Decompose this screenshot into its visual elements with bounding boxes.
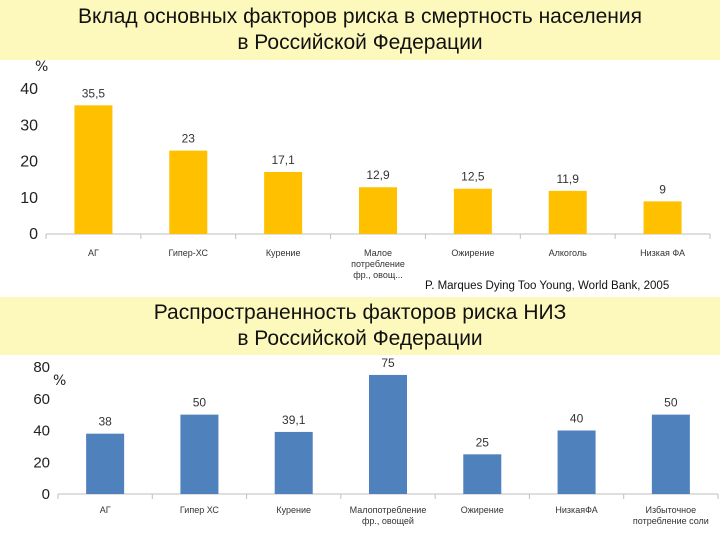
chart-mortality-risk-factors: 0 10 20 30 40 35,5 АГ 23 Гипер-ХС 17,1 Курение 12,9… [20, 81, 711, 280]
chart-1-data-label: 35,5 [82, 86, 106, 100]
chart-1-data-label: 17,1 [271, 153, 295, 167]
chart-1-title-line-2: в Российской Федерации [237, 31, 483, 54]
chart-2-ytick-label: 80 [33, 359, 50, 376]
chart-2-title: Распространенность факторов риска НИЗ в … [0, 297, 720, 355]
chart-2-unit-label: % [53, 373, 67, 389]
chart-2-ytick-label: 60 [33, 391, 50, 408]
chart-2-data-label: 25 [476, 435, 490, 449]
chart-2-bar [369, 374, 407, 494]
chart-1-data-label: 11,9 [556, 172, 579, 186]
chart-2-category-label: АГ [100, 505, 111, 515]
chart-2-category-label: Ожирение [461, 505, 504, 515]
chart-1-unit-label: % [35, 59, 49, 75]
chart-1-bar [169, 150, 208, 234]
chart-1-category-label: Ожирение [451, 248, 494, 258]
chart-1-data-label: 23 [182, 132, 196, 146]
chart-1-bar [359, 187, 397, 234]
chart-2-category-label: Избыточное [646, 505, 697, 515]
chart-1-category-label: Курение [266, 248, 301, 258]
chart-2-bar [651, 414, 690, 494]
chart-1-category-label: потребление [351, 259, 405, 269]
chart-2-data-label: 75 [381, 356, 395, 370]
chart-2-bar [180, 414, 219, 494]
chart-2-category-label: фр., овощей [362, 516, 414, 526]
chart-1-ytick-label: 40 [20, 81, 38, 98]
chart-2-data-label: 40 [570, 412, 584, 426]
chart-2-bar [86, 433, 125, 494]
chart-2-data-label: 50 [193, 396, 207, 410]
chart-2-data-label: 50 [664, 396, 678, 410]
chart-2-ytick-label: 40 [33, 423, 50, 440]
chart-2-plot: 0 20 40 60 80 38 АГ 50 Гипер ХС 39,1 Курение 75 Мало… [33, 356, 719, 526]
chart-1-bar [74, 105, 113, 234]
chart-2-bar [274, 431, 313, 494]
chart-1-category-label: Малое [364, 248, 392, 258]
chart-2-category-label: Курение [276, 505, 311, 515]
chart-1-bar [548, 190, 587, 234]
chart-1-title: Вклад основных факторов риска в смертнос… [0, 0, 720, 60]
chart-2-category-label: НизкаяФА [555, 505, 597, 515]
chart-2-data-label: 38 [98, 415, 112, 429]
chart-1-data-label: 12,5 [461, 170, 485, 184]
chart-1-ytick-label: 30 [20, 117, 38, 134]
chart-2-bar [463, 454, 502, 494]
chart-2-ytick-label: 20 [33, 454, 50, 471]
chart-1-category-label: Алкоголь [549, 248, 587, 258]
chart-1-category-label: фр., овощ... [353, 270, 403, 280]
chart-1-title-line-1: Вклад основных факторов риска в смертнос… [78, 5, 642, 28]
chart-1-data-label: 9 [659, 182, 666, 196]
chart-2-title-line-2: в Российской Федерации [237, 327, 483, 350]
chart-1-source-note: P. Marques Dying Too Young, World Bank, … [425, 280, 670, 292]
chart-2-data-label: 39,1 [282, 413, 306, 427]
chart-1-category-label: АГ [88, 248, 99, 258]
chart-1-category-label: Гипер-ХС [169, 248, 209, 258]
chart-1-bar [643, 201, 682, 234]
chart-1-plot: 0 10 20 30 40 35,5 АГ 23 Гипер-ХС 17,1 Курение 12,9… [20, 81, 711, 280]
chart-1-category-label: Низкая ФА [640, 248, 685, 258]
chart-2-category-label: Гипер ХС [180, 505, 219, 515]
chart-2-category-label: потребление соли [633, 516, 709, 526]
chart-2-ytick-label: 0 [42, 486, 50, 503]
chart-1-data-label: 12,9 [366, 168, 390, 182]
chart-2-category-label: Малопотребление [350, 505, 427, 515]
chart-1-bar [453, 188, 492, 234]
chart-1-ytick-label: 20 [20, 154, 38, 171]
chart-2-bar [557, 430, 596, 494]
chart-2-title-line-1: Распространенность факторов риска НИЗ [153, 301, 567, 324]
chart-1-ytick-label: 10 [20, 190, 38, 207]
chart-1-bar [264, 172, 303, 234]
chart-1-ytick-label: 0 [29, 226, 38, 243]
